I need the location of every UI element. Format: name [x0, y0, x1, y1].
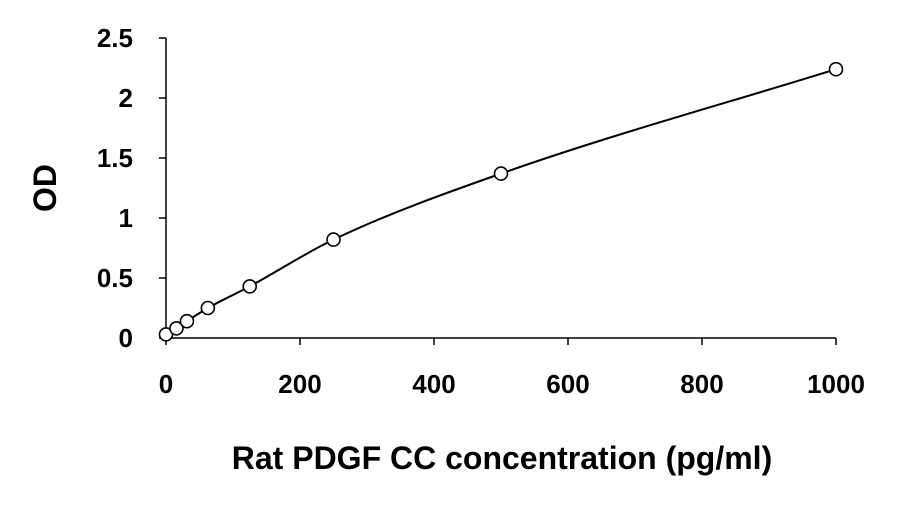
x-tick-label: 800	[680, 369, 723, 399]
x-tick-label: 1000	[807, 369, 865, 399]
y-ticks: 0 0.5 1 1.5 2 2.5	[97, 23, 166, 353]
y-tick-label: 2.5	[97, 23, 133, 53]
data-point	[200, 300, 216, 316]
fit-curve-layer	[165, 68, 837, 336]
y-tick-label: 2	[119, 83, 133, 113]
x-axis-title: Rat PDGF CC concentration (pg/ml)	[232, 440, 772, 476]
fit-curve	[165, 68, 837, 336]
x-tick-label: 600	[546, 369, 589, 399]
data-point	[179, 313, 195, 329]
data-point	[326, 232, 341, 247]
data-point	[493, 166, 509, 181]
x-ticks: 0 200 400 600 800 1000	[159, 338, 865, 399]
x-tick-label: 200	[278, 369, 321, 399]
x-tick-label: 0	[159, 369, 173, 399]
data-point	[169, 321, 184, 336]
axes	[165, 38, 836, 339]
x-tick-label: 400	[412, 369, 455, 399]
data-point	[242, 279, 258, 294]
y-axis-title: OD	[27, 164, 63, 212]
y-tick-label: 0	[119, 323, 133, 353]
data-points	[158, 61, 844, 342]
y-tick-label: 0.5	[97, 263, 133, 293]
data-point	[828, 61, 844, 77]
y-tick-label: 1	[119, 203, 133, 233]
y-tick-label: 1.5	[97, 143, 133, 173]
